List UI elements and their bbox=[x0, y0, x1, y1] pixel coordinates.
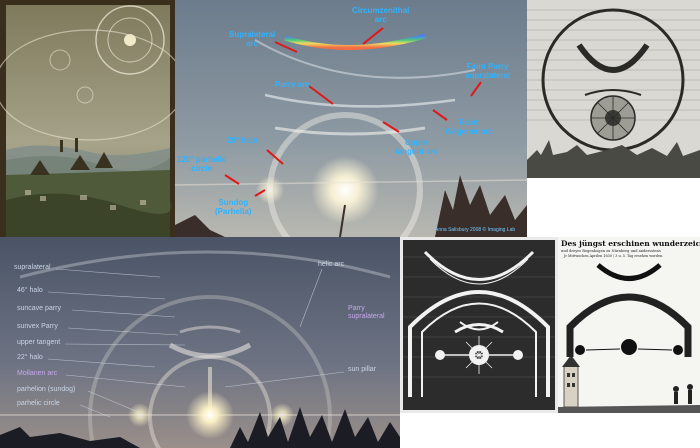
broadsheet-subheader: und dreyer Regenbogen zu Nürnberg und an… bbox=[561, 249, 661, 253]
vadersolstavlan-painting-icon bbox=[0, 0, 175, 262]
halo-sky-photo-icon bbox=[175, 0, 527, 237]
leader-lines-icon bbox=[47, 268, 345, 418]
label-sundog: Sundog (Parhelia) bbox=[215, 198, 252, 216]
broadsheet-illustration-icon bbox=[558, 263, 700, 413]
label-sunvex-parry: sunvex Parry bbox=[17, 323, 58, 330]
broadsheet-panel: Des jüngst erschinen wunderzeic und drey… bbox=[558, 237, 700, 413]
broadsheet-header: Des jüngst erschinen wunderzeic bbox=[561, 239, 700, 248]
label-supralateral-2: supralateral bbox=[14, 264, 51, 271]
halo-photo-annotated: Circumzenithal arc Supralateral arc Fain… bbox=[175, 0, 527, 237]
label-upper-tangent: Upper tangent arc bbox=[395, 138, 439, 156]
label-46-halo: 46° halo bbox=[17, 287, 43, 294]
label-sun-pillar: sun pillar bbox=[348, 366, 377, 373]
woodcut-panel bbox=[400, 237, 558, 413]
label-moilanen-arc: Moilanen arc bbox=[17, 370, 58, 377]
label-upper-tangent-2: upper tangent bbox=[17, 339, 61, 346]
label-parry-supralateral: Parry supralateral bbox=[348, 305, 385, 320]
danzig-engraving-icon bbox=[527, 0, 700, 178]
photo-credit: Anna Salisbury 2008 © Imaging Lab bbox=[435, 227, 516, 233]
label-22-halo: 22° halo bbox=[17, 354, 43, 361]
halo-photo-labeled: supralateral 46° halo suncave parry sunv… bbox=[0, 237, 400, 448]
red-arrows-icon bbox=[224, 27, 482, 197]
label-supralateral: Supralateral arc bbox=[229, 30, 276, 48]
label-faint-parry: Faint Parry supralateral bbox=[465, 62, 511, 80]
label-parhelic-circle: 120° parhelic circle bbox=[177, 155, 227, 173]
painting-panel bbox=[0, 0, 175, 262]
label-20-halo: 20° halo bbox=[227, 136, 258, 145]
label-helic-arc: helic arc bbox=[318, 261, 345, 268]
label-parhelion: parhelion (sundog) bbox=[17, 386, 76, 393]
halo-sky-photo-2-icon bbox=[0, 237, 400, 448]
label-parhelic-circle-2: parhelic circle bbox=[17, 400, 60, 407]
woodcut-halo-icon bbox=[400, 237, 558, 413]
label-faint-wegener: Faint Wegener arc bbox=[445, 118, 493, 136]
label-suncave-parry: suncave parry bbox=[17, 305, 61, 312]
label-circumzenithal: Circumzenithal arc bbox=[352, 6, 410, 24]
engraving-panel bbox=[527, 0, 700, 178]
label-parry-arc: Parry arc bbox=[275, 80, 310, 89]
broadsheet-subheader-2: Jr Mittwochen Aprilen 1630 / 3 u. 5. Tag… bbox=[564, 254, 664, 258]
